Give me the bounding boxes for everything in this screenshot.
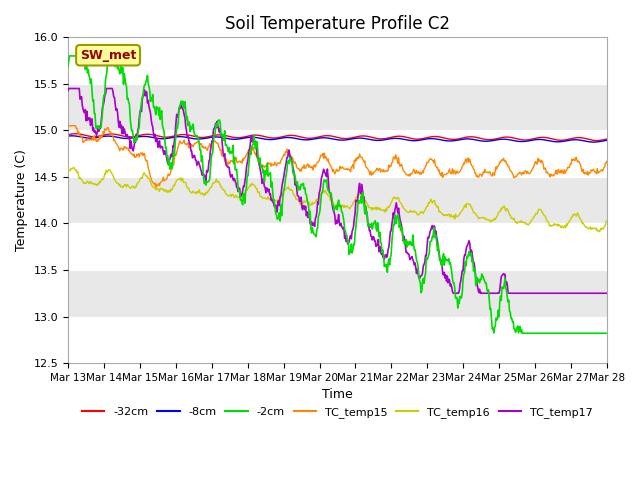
-32cm bbox=[130, 134, 138, 140]
-32cm bbox=[213, 132, 221, 138]
-2cm bbox=[404, 239, 412, 244]
-2cm bbox=[75, 53, 83, 59]
TC_temp17 bbox=[419, 263, 427, 269]
TC_temp15 bbox=[419, 170, 427, 176]
TC_temp16 bbox=[419, 211, 427, 216]
-2cm bbox=[213, 124, 221, 130]
Bar bbox=[68, 177, 607, 224]
TC_temp16 bbox=[75, 172, 83, 178]
-32cm bbox=[72, 131, 79, 137]
-32cm bbox=[419, 135, 427, 141]
TC_temp16 bbox=[70, 165, 78, 170]
Legend: -32cm, -8cm, -2cm, TC_temp15, TC_temp16, TC_temp17: -32cm, -8cm, -2cm, TC_temp15, TC_temp16,… bbox=[78, 403, 597, 422]
Bar bbox=[68, 224, 607, 270]
-8cm bbox=[404, 137, 412, 143]
TC_temp15 bbox=[152, 184, 159, 190]
Line: -8cm: -8cm bbox=[68, 136, 607, 142]
-8cm bbox=[419, 137, 427, 143]
-2cm bbox=[185, 119, 193, 125]
Bar bbox=[68, 84, 607, 131]
-8cm bbox=[589, 139, 597, 145]
-32cm bbox=[75, 131, 83, 137]
-8cm bbox=[603, 137, 611, 143]
TC_temp16 bbox=[130, 185, 138, 191]
TC_temp16 bbox=[213, 180, 221, 185]
TC_temp16 bbox=[185, 185, 193, 191]
TC_temp15 bbox=[64, 123, 72, 129]
-2cm bbox=[603, 330, 611, 336]
-32cm bbox=[185, 132, 193, 138]
TC_temp15 bbox=[603, 158, 611, 164]
Line: -2cm: -2cm bbox=[68, 56, 607, 333]
-2cm bbox=[66, 53, 74, 59]
-2cm bbox=[130, 140, 138, 145]
TC_temp16 bbox=[596, 229, 604, 235]
Text: SW_met: SW_met bbox=[80, 49, 136, 62]
-32cm bbox=[593, 138, 601, 144]
Line: -32cm: -32cm bbox=[68, 134, 607, 141]
Bar bbox=[68, 316, 607, 363]
TC_temp15 bbox=[404, 172, 412, 178]
-8cm bbox=[130, 135, 138, 141]
Y-axis label: Temperature (C): Temperature (C) bbox=[15, 149, 28, 251]
TC_temp17 bbox=[213, 119, 221, 124]
TC_temp17 bbox=[404, 251, 412, 256]
Line: TC_temp17: TC_temp17 bbox=[68, 88, 607, 293]
TC_temp17 bbox=[185, 137, 193, 143]
-8cm bbox=[185, 135, 193, 141]
-8cm bbox=[68, 133, 76, 139]
TC_temp17 bbox=[75, 85, 83, 91]
-32cm bbox=[603, 136, 611, 142]
Bar bbox=[68, 270, 607, 316]
TC_temp15 bbox=[129, 153, 137, 159]
-32cm bbox=[64, 132, 72, 138]
TC_temp17 bbox=[449, 290, 457, 296]
Line: TC_temp16: TC_temp16 bbox=[68, 168, 607, 232]
-2cm bbox=[518, 330, 526, 336]
Title: Soil Temperature Profile C2: Soil Temperature Profile C2 bbox=[225, 15, 450, 33]
-8cm bbox=[213, 134, 221, 140]
TC_temp15 bbox=[185, 145, 193, 151]
Line: TC_temp15: TC_temp15 bbox=[68, 126, 607, 187]
Bar bbox=[68, 37, 607, 84]
TC_temp17 bbox=[603, 290, 611, 296]
TC_temp17 bbox=[130, 144, 138, 150]
Bar bbox=[68, 131, 607, 177]
TC_temp15 bbox=[74, 131, 82, 136]
TC_temp15 bbox=[213, 140, 221, 146]
-8cm bbox=[64, 133, 72, 139]
-8cm bbox=[75, 133, 83, 139]
-2cm bbox=[419, 276, 427, 281]
-32cm bbox=[404, 135, 412, 141]
TC_temp16 bbox=[404, 209, 412, 215]
TC_temp16 bbox=[64, 169, 72, 175]
TC_temp17 bbox=[65, 85, 72, 91]
TC_temp17 bbox=[64, 88, 72, 94]
-2cm bbox=[64, 63, 72, 69]
X-axis label: Time: Time bbox=[322, 388, 353, 401]
TC_temp16 bbox=[603, 218, 611, 224]
